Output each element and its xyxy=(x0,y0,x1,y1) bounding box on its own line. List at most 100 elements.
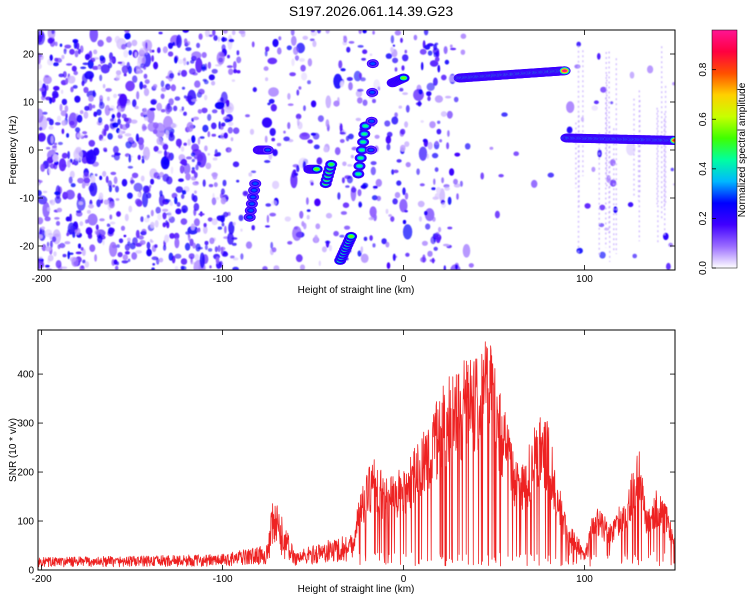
spectrogram-cell xyxy=(146,241,151,250)
spectrogram-cell xyxy=(111,154,116,158)
spectrogram-cell xyxy=(261,117,273,128)
spectrogram-cell xyxy=(191,167,195,171)
spectrogram-track xyxy=(334,231,358,265)
spectrogram-cell xyxy=(60,110,67,117)
spectrogram-cell xyxy=(576,41,581,47)
spectrogram-cell xyxy=(192,195,198,203)
spectrogram-cell xyxy=(108,201,115,209)
snr-x-ticks: -200 -100 0 100 xyxy=(32,330,593,585)
spectrogram-cell xyxy=(361,57,366,61)
spectrogram-cell xyxy=(117,118,121,126)
spectrogram-cell xyxy=(168,42,173,49)
spectrogram-cell xyxy=(264,50,268,57)
spectrogram-cell xyxy=(276,142,282,147)
spectrogram-cell xyxy=(432,235,440,240)
spectrogram-track-cell xyxy=(401,76,407,80)
spectrogram-cell xyxy=(193,218,200,227)
spectrogram-cell xyxy=(64,105,69,113)
spectrogram-cell xyxy=(136,199,143,207)
spectrogram-cell xyxy=(180,69,188,77)
spectrogram-cell xyxy=(100,64,110,74)
spectrogram-cell xyxy=(181,266,187,270)
spectrogram-cell xyxy=(369,206,377,218)
spectrogram-cell xyxy=(130,141,137,148)
spectrogram-cell xyxy=(498,174,504,178)
spectrogram-cell xyxy=(396,159,402,163)
spectrogram-cell xyxy=(441,74,447,81)
spectrogram-cell xyxy=(632,253,637,259)
spectrogram-cell xyxy=(75,127,81,133)
spectrogram-cell xyxy=(425,223,431,230)
spectrogram-cell xyxy=(422,138,428,143)
spectrogram-cell xyxy=(112,184,116,188)
spectrogram-cell xyxy=(61,54,65,60)
spectrogram-cell xyxy=(90,57,96,63)
spectrogram-cell xyxy=(672,82,675,86)
spectrogram-cell xyxy=(99,175,103,181)
spectrogram-cell xyxy=(85,227,93,235)
spectrogram-track-cell xyxy=(369,91,375,94)
spectrogram-cell xyxy=(278,36,282,41)
spectrogram-cell xyxy=(47,254,54,262)
y-tick-label: 0 xyxy=(28,566,34,577)
spectrogram-cell xyxy=(340,68,346,72)
spectrogram-cell xyxy=(269,128,276,136)
spectrogram-cell xyxy=(48,125,54,130)
spectrogram-cell xyxy=(76,114,83,123)
spectrogram-cell xyxy=(432,216,436,222)
spectrogram-cell xyxy=(142,107,148,116)
spectrogram-cell xyxy=(453,96,459,103)
spectrogram-cell xyxy=(86,90,97,99)
spectrogram-cell xyxy=(262,266,268,270)
spectrogram-cell xyxy=(217,226,223,230)
spectrogram-cell xyxy=(402,187,406,196)
spectrogram-cell xyxy=(54,217,60,220)
spectrogram-track-cell xyxy=(359,148,365,152)
spectrogram-cell xyxy=(360,77,366,82)
spectrogram-cell xyxy=(67,159,71,168)
colorbar-tick-label: 0.8 xyxy=(698,62,709,76)
x-tick-label: 100 xyxy=(576,574,593,585)
spectrogram-cell xyxy=(38,80,43,88)
spectrogram-cell xyxy=(152,263,156,266)
spectrogram-cell xyxy=(227,232,234,245)
spectrogram-cell xyxy=(392,253,396,261)
spectrogram-cell xyxy=(140,63,145,69)
spectrogram-cell xyxy=(151,55,155,62)
spectrogram-cell xyxy=(170,123,178,129)
spectrogram-track-cell xyxy=(356,164,363,168)
spectrogram-cell xyxy=(597,53,601,60)
spectrogram-cell xyxy=(143,88,150,97)
spectrogram-track-cell xyxy=(672,139,675,142)
spectrogram-x-ticks: -200 -100 0 100 xyxy=(32,30,593,285)
spectrogram-cell xyxy=(95,224,99,231)
spectrogram-cell xyxy=(143,146,150,161)
spectrogram-y-ticks: -20 -10 0 10 20 xyxy=(20,50,675,253)
spectrogram-cell xyxy=(161,87,167,92)
spectrogram-cell xyxy=(245,114,250,118)
spectrogram-cell xyxy=(404,121,409,128)
spectrogram-cell xyxy=(53,142,58,146)
spectrogram-cell xyxy=(433,237,436,243)
spectrogram-cell xyxy=(292,226,302,241)
spectrogram-cell xyxy=(54,122,61,126)
spectrogram-cell xyxy=(88,95,94,102)
spectrogram-cell xyxy=(392,198,398,205)
spectrogram-cell xyxy=(312,132,320,140)
spectrogram-cell xyxy=(306,214,310,220)
spectrogram-cell xyxy=(124,213,129,222)
spectrogram-cell xyxy=(39,87,45,92)
spectrogram-track xyxy=(560,133,675,145)
spectrogram-cell xyxy=(162,212,167,220)
spectrogram-cell xyxy=(360,253,369,263)
spectrogram-cell xyxy=(233,61,237,70)
spectrogram-cell xyxy=(306,209,311,212)
spectrogram-cell xyxy=(214,246,218,253)
spectrogram-cell xyxy=(211,68,218,74)
spectrogram-cell xyxy=(227,34,233,50)
spectrogram-cell xyxy=(453,178,458,185)
spectrogram-cell xyxy=(67,75,76,84)
spectrogram-cell xyxy=(120,225,126,231)
spectrogram-cell xyxy=(429,121,436,129)
spectrogram-cell xyxy=(58,73,65,78)
